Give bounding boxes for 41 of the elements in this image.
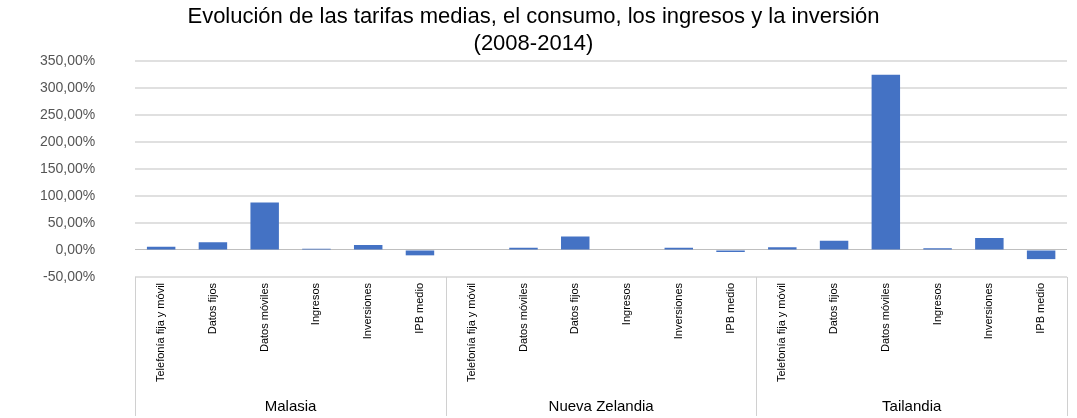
y-tick-label: 300,00%	[39, 78, 96, 95]
x-tick-label: Inversiones	[361, 282, 374, 340]
bar	[198, 242, 228, 250]
text: Nueva Zelandia	[548, 396, 655, 414]
x-tick-label: Datos fijos	[568, 282, 581, 335]
x-tick-label: Telefonía fija y móvil	[775, 282, 788, 382]
bar	[975, 238, 1004, 250]
x-tick-label: Telefonía fija y móvil	[154, 282, 167, 382]
bar	[768, 247, 797, 250]
y-tick-label: 150,00%	[39, 159, 96, 176]
chart-title: Evolución de las tarifas medias, el consumo, los ingresos y la inversión (2008-2014)	[187, 3, 880, 55]
x-tick-label: Datos fijos	[205, 282, 218, 335]
x-tick-label: Datos móviles	[516, 282, 529, 353]
y-tick-label: 250,00%	[39, 105, 96, 122]
y-tick-label: 350,00%	[39, 51, 96, 68]
bar	[1026, 250, 1056, 260]
x-tick-label: Datos móviles	[257, 282, 270, 353]
text: Tailandia	[882, 396, 942, 414]
x-tick-label: Datos móviles	[878, 282, 891, 353]
bar	[561, 236, 590, 250]
bar	[871, 74, 901, 250]
bar	[819, 240, 849, 250]
y-tick-label: -50,00%	[43, 267, 96, 284]
y-tick-label: 200,00%	[39, 132, 96, 149]
x-tick-label: Ingresos	[309, 282, 322, 326]
bar	[250, 202, 279, 250]
x-tick-label: Ingresos	[620, 282, 633, 326]
x-tick-label: Inversiones	[982, 282, 995, 340]
y-tick-label: 100,00%	[39, 186, 96, 203]
x-tick-label: Inversiones	[671, 282, 684, 340]
y-tick-label: 0,00%	[55, 240, 96, 257]
x-tick-label: IPB medio	[1034, 282, 1047, 334]
y-tick-label: 50,00%	[47, 213, 96, 230]
bar	[405, 250, 435, 256]
bar	[353, 245, 383, 250]
text: Malasia	[264, 396, 318, 414]
x-tick-label: Datos fijos	[827, 282, 840, 335]
x-tick-label: IPB medio	[723, 282, 736, 334]
x-tick-label: Telefonía fija y móvil	[464, 282, 477, 382]
x-tick-label: Ingresos	[930, 282, 943, 326]
x-tick-label: IPB medio	[413, 282, 425, 334]
